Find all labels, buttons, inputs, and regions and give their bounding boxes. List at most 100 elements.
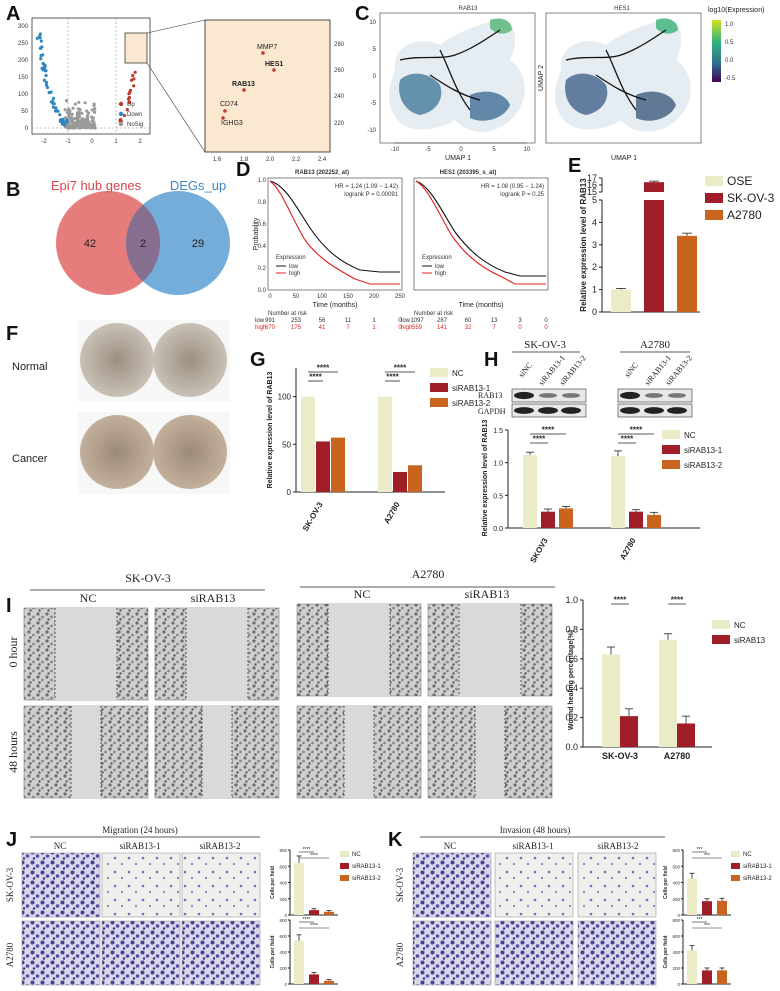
volcano-legend-up: Up — [127, 102, 135, 108]
volcano-point-down — [44, 83, 49, 87]
risk-cell: 0 — [518, 325, 522, 331]
mini-y-label: Cells per field — [663, 936, 669, 969]
legend-swatch — [430, 398, 448, 407]
volcano-point-nosig — [83, 101, 87, 105]
zoom-x-tick: 2.4 — [318, 157, 327, 163]
km-left-risk-low: low 991 253 56 11 1 0 — [255, 318, 402, 324]
e-legend-swatch — [705, 193, 723, 203]
km-right-hr: HR = 1.08 (0.95 − 1.24) — [481, 184, 544, 190]
migration-cond: siRAB13-2 — [199, 841, 240, 851]
volcano-legend-nosig: NoSig — [127, 122, 143, 128]
volcano-point-nosig — [75, 124, 79, 128]
zoom-x-tick: 1.8 — [240, 157, 249, 163]
legend-swatch — [662, 445, 680, 454]
umap-x-tick: 5 — [492, 147, 496, 153]
mini-y-tick: 600 — [279, 864, 287, 869]
chart-h: 0.0 0.5 1.0 1.5 Relative expression level of… — [482, 420, 723, 565]
volcano-legend-down: Down — [127, 112, 142, 118]
bar — [393, 471, 407, 492]
panel-label-g: G — [250, 349, 266, 371]
mini-y-tick: 800 — [279, 918, 287, 923]
ihc-row-normal: Normal — [12, 361, 47, 373]
mini-y-tick: 800 — [672, 918, 680, 923]
invasion-images: Invasion (48 hours) NC siRAB13-1 siRAB13… — [395, 825, 665, 986]
bar — [611, 456, 625, 528]
risk-cell: 559 — [412, 325, 423, 331]
volcano-y-tick: 150 — [18, 75, 29, 81]
e-y-tick: 2 — [592, 262, 597, 272]
zoom-x-tick: 2.2 — [292, 157, 301, 163]
legend-label: NC — [734, 621, 746, 630]
migration-row: SK-OV-3 — [5, 867, 15, 902]
volcano-point-nosig — [93, 107, 97, 111]
panel-label-a: A — [6, 3, 20, 25]
umap-x-tick: -5 — [425, 147, 431, 153]
km-right-risk-high: high 559 141 32 7 0 0 — [401, 325, 548, 331]
e-bar — [677, 235, 697, 312]
ihc-cancer-2 — [153, 415, 227, 489]
volcano-y-tick: 50 — [21, 109, 28, 115]
migration-cond: NC — [54, 841, 67, 851]
mini-legend-label: siRAB13-2 — [352, 876, 381, 882]
risk-cell: 1 — [372, 318, 376, 324]
e-legend-swatch — [705, 176, 723, 186]
mini-y-tick: 800 — [279, 848, 287, 853]
risk-cell: 0 — [398, 318, 402, 324]
transwell-image — [412, 852, 492, 918]
risk-cell: low — [401, 318, 411, 324]
wound-cond-nc: NC — [80, 591, 97, 605]
invasion-row: A2780 — [395, 942, 405, 967]
volcano-point-down — [47, 91, 51, 95]
mini-sig-stars: *** — [704, 853, 710, 859]
mini-bar — [324, 980, 334, 984]
e-y-tick: 15 — [587, 187, 597, 197]
km-x-tick: 150 — [343, 294, 354, 300]
ihc-row-cancer: Cancer — [12, 453, 48, 465]
km-y-tick: 0.4 — [258, 244, 267, 250]
volcano-y-tick: 0 — [25, 126, 29, 132]
y-tick: 1.0 — [565, 595, 578, 605]
mini-sig-stars: **** — [310, 923, 318, 929]
y-tick: 0.6 — [565, 654, 578, 664]
volcano-point-nosig — [71, 126, 76, 130]
wound-cond-nc-2: NC — [354, 587, 371, 601]
colorbar-tick: 0.0 — [725, 58, 734, 64]
e-bar — [611, 289, 631, 312]
wound-row-0h: 0 hour — [6, 637, 20, 668]
risk-cell: 991 — [265, 318, 276, 324]
risk-cell: 11 — [345, 318, 352, 324]
km-plot-hes1: HES1 (203395_s_at) HR = 1.08 (0.95 − 1.2… — [401, 170, 548, 331]
legend-swatch — [712, 635, 730, 644]
mini-y-tick: 800 — [672, 848, 680, 853]
legend-swatch — [430, 383, 448, 392]
umap-x-tick: 0 — [459, 147, 463, 153]
volcano-point-nosig — [70, 119, 74, 123]
volcano-point-nosig — [78, 123, 82, 127]
y-tick: 0.5 — [493, 493, 503, 500]
zoom-y-tick: 280 — [334, 42, 345, 48]
volcano-point-nosig — [72, 122, 76, 126]
sig-stars: **** — [671, 596, 684, 605]
umap-y-tick: 10 — [369, 20, 376, 26]
km-x-tick: 50 — [293, 294, 300, 300]
wound-gap — [186, 608, 248, 700]
transwell-image — [181, 852, 261, 918]
zoom-x-tick: 2.0 — [266, 157, 275, 163]
risk-cell: 7 — [346, 325, 350, 331]
volcano-y-ticks: 0 50 100 150 200 250 300 — [18, 24, 29, 132]
ihc-panel: Normal Cancer — [12, 320, 230, 494]
sig-stars: **** — [317, 364, 330, 373]
e-y-label: Relative expression level of RAB13 — [579, 178, 588, 312]
volcano-point-nosig — [68, 109, 72, 113]
transwell-image — [101, 852, 181, 918]
volcano-point-nosig — [80, 111, 84, 115]
e-legend-swatch — [705, 210, 723, 220]
mini-y-tick: 0 — [677, 913, 680, 918]
volcano-point-down — [52, 102, 56, 106]
gene-label-ighg3: IGHG3 — [221, 120, 243, 127]
km-y-tick: 0.2 — [258, 266, 267, 272]
blot-group-skov3: SK-OV-3 — [524, 339, 566, 351]
km-y-tick: 1.0 — [258, 178, 267, 184]
